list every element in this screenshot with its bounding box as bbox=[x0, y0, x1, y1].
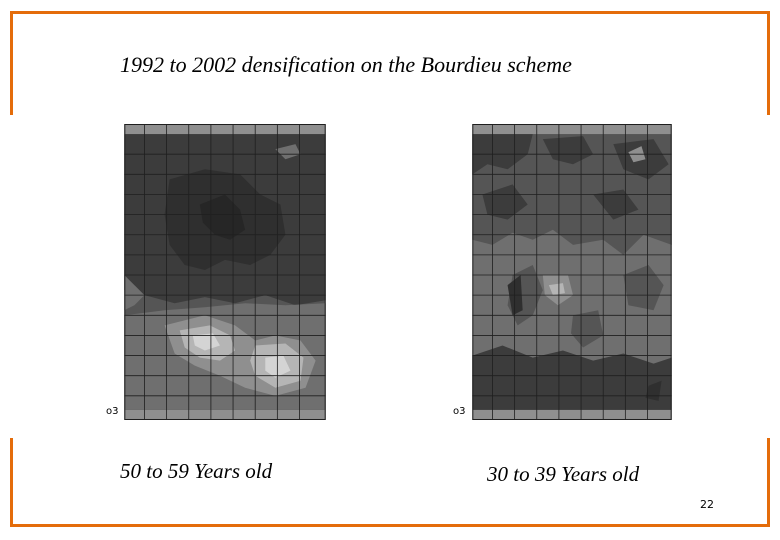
axis-mark-right: o3 bbox=[453, 406, 466, 417]
contour-map-30-39 bbox=[472, 124, 672, 420]
caption-right-map: 30 to 39 Years old bbox=[487, 462, 640, 486]
frame-right-upper bbox=[767, 11, 770, 115]
frame-left-upper bbox=[10, 11, 13, 115]
frame-bottom-bar bbox=[10, 524, 770, 527]
frame-right-lower bbox=[767, 438, 770, 527]
caption-left-map: 50 to 59 Years old bbox=[120, 459, 273, 483]
axis-mark-left: o3 bbox=[106, 406, 119, 417]
slide-title: 1992 to 2002 densification on the Bourdi… bbox=[120, 52, 572, 77]
page-number: 22 bbox=[700, 498, 714, 511]
frame-top-bar bbox=[10, 11, 770, 14]
frame-left-lower bbox=[10, 438, 13, 527]
contour-map-50-59 bbox=[124, 124, 326, 420]
